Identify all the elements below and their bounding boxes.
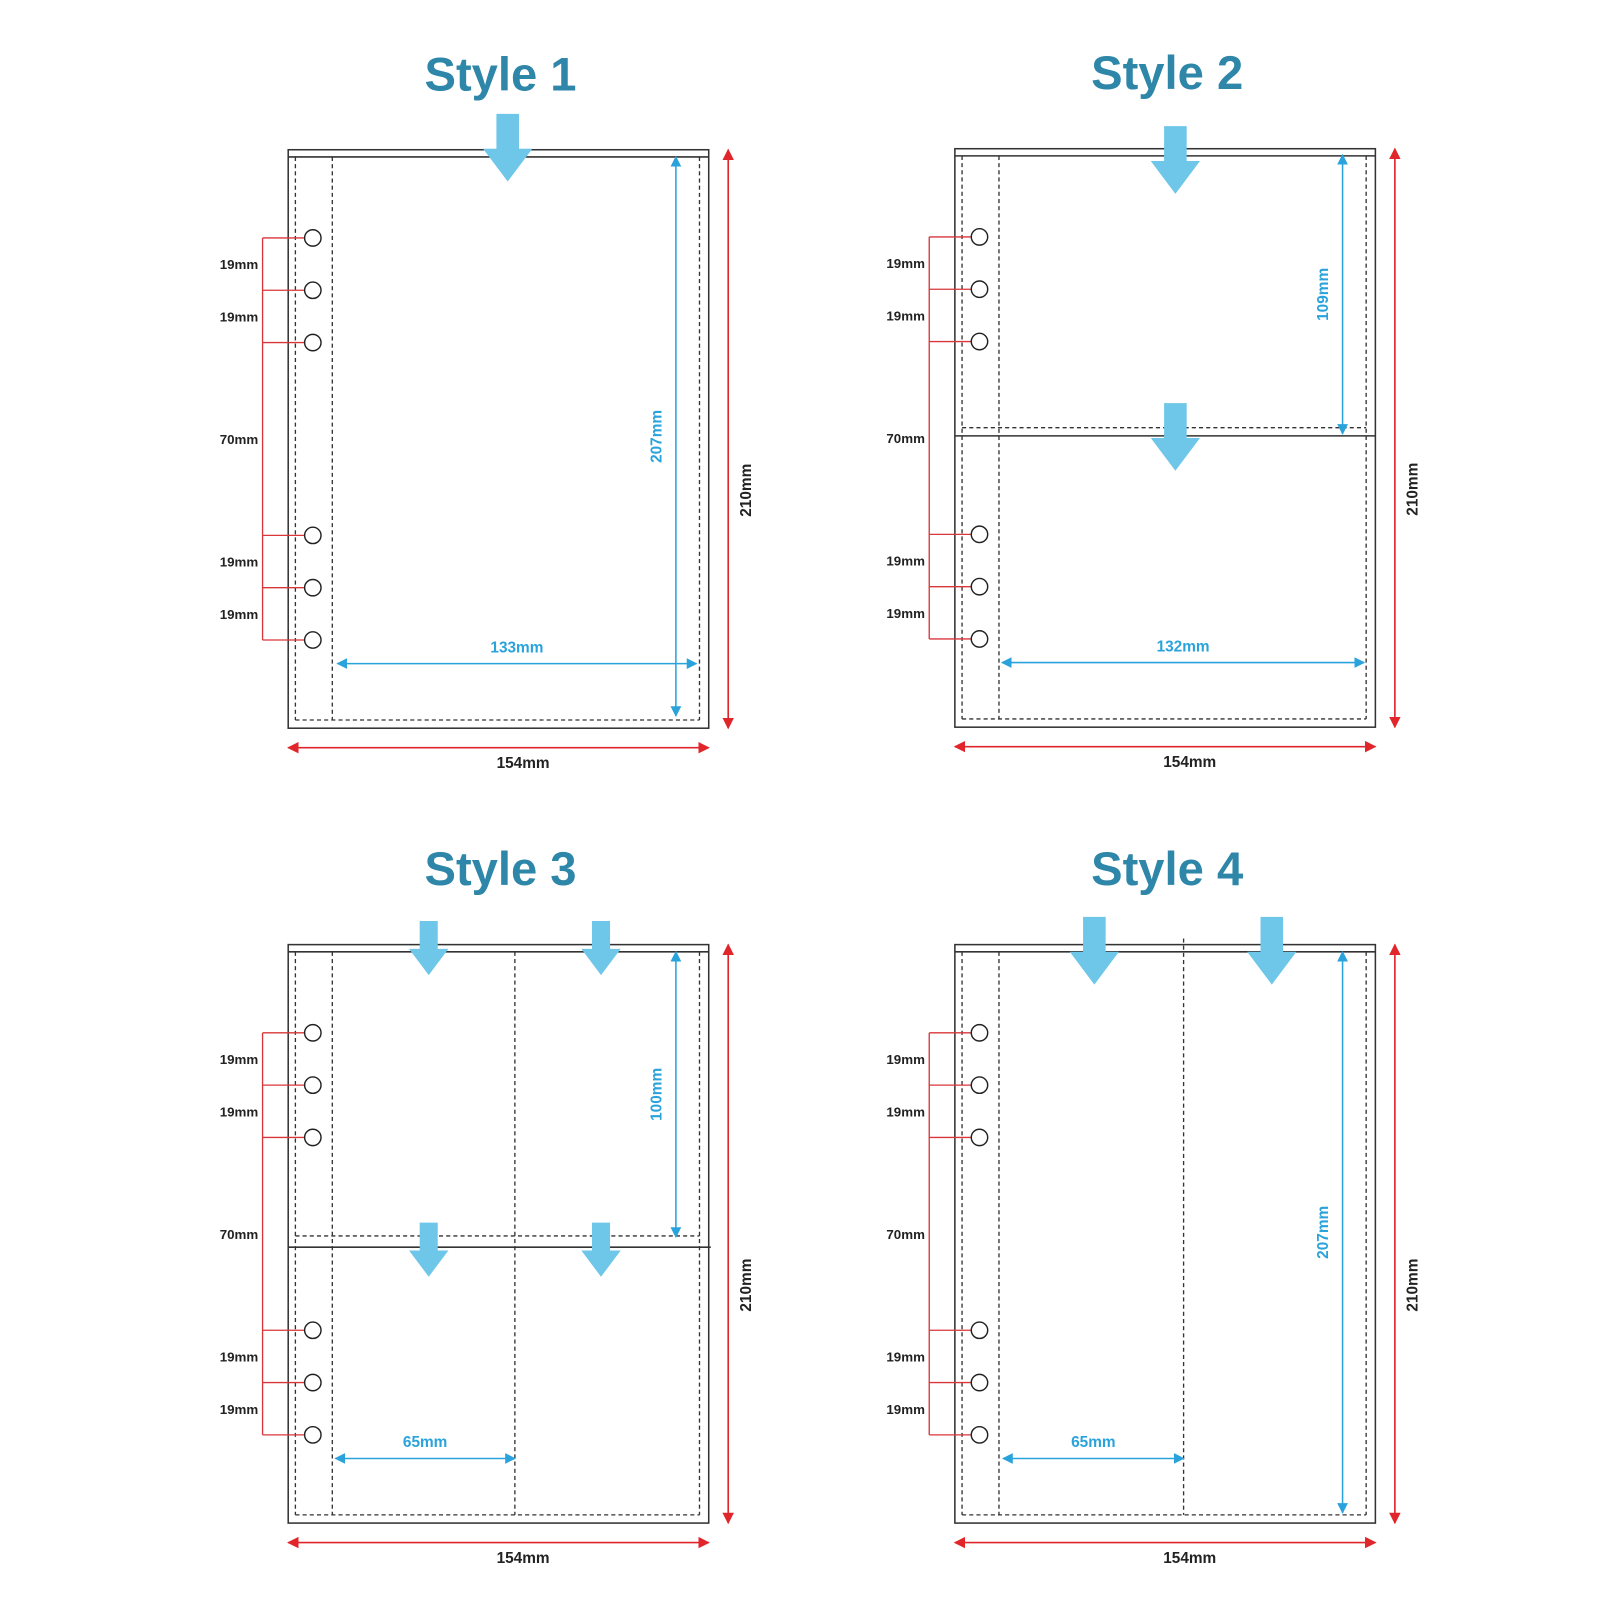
inner-height-label: 109mm — [1315, 268, 1332, 321]
insert-arrow — [581, 921, 621, 976]
inner-width-label: 133mm — [490, 639, 543, 656]
spacing-label: 70mm — [886, 1227, 925, 1242]
spacing-label: 19mm — [886, 256, 925, 271]
spacing-label: 19mm — [220, 1104, 259, 1119]
binder-hole — [970, 1023, 989, 1042]
insert-arrow — [409, 921, 449, 976]
binder-hole — [303, 1321, 322, 1340]
panel-title: Style 2 — [1091, 46, 1243, 99]
binder-hole — [303, 578, 322, 597]
binder-hole — [303, 281, 322, 300]
height-label: 210mm — [1404, 1259, 1421, 1312]
inner-width-label: 65mm — [1071, 1434, 1115, 1451]
binder-hole — [970, 630, 989, 648]
spacing-label: 19mm — [886, 1350, 925, 1365]
height-label: 210mm — [738, 1259, 755, 1312]
spacing-label: 19mm — [886, 1104, 925, 1119]
binder-hole — [303, 229, 322, 247]
width-label: 154mm — [497, 755, 550, 772]
inner-width-label: 65mm — [403, 1434, 447, 1451]
inner-width-label: 132mm — [1157, 638, 1210, 655]
style-panel: Style 1 19mm 19mm 70mm 19mm 19mm 133mm 207mm 154… — [220, 47, 755, 772]
insert-arrow — [1150, 126, 1200, 194]
binder-hole — [303, 333, 322, 352]
binder-hole — [970, 1321, 989, 1340]
spacing-label: 19mm — [886, 1402, 925, 1417]
binder-hole — [970, 1128, 989, 1147]
width-label: 154mm — [497, 1550, 550, 1567]
spacing-label: 19mm — [220, 1350, 259, 1365]
spacing-label: 19mm — [220, 257, 259, 272]
sheet — [954, 943, 1377, 1524]
binder-hole — [970, 1373, 989, 1392]
style-panel: Style 3 19mm 19mm 70mm 19mm 19mm 65mm 100mm 154m… — [220, 842, 755, 1567]
spacing-label: 19mm — [220, 1052, 259, 1067]
insert-arrow — [409, 1222, 449, 1277]
binder-hole — [970, 332, 989, 351]
binder-hole — [303, 631, 322, 649]
binder-hole — [303, 1425, 322, 1444]
insert-arrow — [1069, 916, 1119, 985]
binder-hole — [303, 1076, 322, 1095]
style-panel: Style 4 19mm 19mm 70mm 19mm 19mm 65mm 207mm 154m… — [886, 842, 1421, 1567]
spacing-label: 19mm — [220, 310, 259, 325]
inner-height-label: 207mm — [649, 410, 666, 463]
insert-arrow — [581, 1222, 621, 1277]
spacing-label: 19mm — [886, 1052, 925, 1067]
spacing-label: 19mm — [220, 607, 259, 622]
binder-hole — [303, 526, 322, 545]
height-label: 210mm — [1404, 463, 1421, 516]
spacing-label: 19mm — [220, 1402, 259, 1417]
inner-height-label: 100mm — [649, 1068, 666, 1121]
panel-title: Style 3 — [424, 842, 576, 895]
binder-hole — [970, 525, 989, 544]
insert-arrow — [1247, 916, 1297, 985]
binder-hole — [970, 577, 989, 596]
spacing-label: 19mm — [220, 555, 259, 570]
binder-hole — [970, 280, 989, 299]
spacing-label: 70mm — [220, 432, 259, 447]
binder-hole — [303, 1023, 322, 1042]
panel-title: Style 4 — [1091, 842, 1243, 895]
spacing-label: 19mm — [886, 554, 925, 569]
binder-hole — [970, 227, 989, 246]
width-label: 154mm — [1163, 754, 1216, 771]
spacing-label: 19mm — [886, 309, 925, 324]
spacing-label: 19mm — [886, 606, 925, 621]
width-label: 154mm — [1163, 1550, 1216, 1567]
binder-hole — [970, 1076, 989, 1095]
style-panel: Style 2 19mm 19mm 70mm 19mm 19mm 132mm 109mm 154… — [886, 46, 1421, 771]
insert-arrow — [483, 113, 533, 182]
insert-arrow — [1150, 403, 1200, 471]
binder-hole — [303, 1128, 322, 1147]
spacing-label: 70mm — [220, 1227, 259, 1242]
panel-title: Style 1 — [424, 47, 576, 100]
binder-hole — [970, 1425, 989, 1444]
binder-hole — [303, 1373, 322, 1392]
spacing-label: 70mm — [886, 431, 925, 446]
sheet — [287, 943, 710, 1524]
height-label: 210mm — [738, 464, 755, 517]
inner-height-label: 207mm — [1315, 1206, 1332, 1259]
